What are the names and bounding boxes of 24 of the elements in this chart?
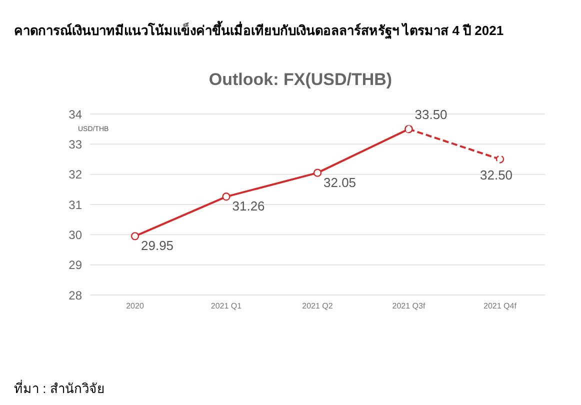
data-label: 29.95 — [141, 238, 174, 254]
y-tick-label: 34 — [68, 107, 82, 122]
data-label: 33.50 — [414, 107, 448, 122]
x-tick-label: 2021 Q1 — [210, 302, 242, 311]
y-tick-label: 31 — [68, 198, 82, 212]
point — [222, 192, 230, 201]
x-tick-label: 2021 Q3f — [392, 302, 426, 311]
chart-title: คาดการณ์เงินบาทมีแนวโน้มแข็งค่าขึ้นเมื่อเทียบกับเงินดอลลาร์สหรัฐฯ ไตรมาส 4 ปี 2021 — [14, 20, 504, 41]
data-label: 32.05 — [324, 174, 356, 190]
text: ที่มา : สำนักวิจัย — [14, 378, 105, 398]
y-tick-label: 29 — [68, 258, 82, 272]
data-label: 32.50 — [480, 167, 513, 182]
y-tick-label: 33 — [68, 137, 82, 152]
point — [313, 168, 322, 177]
x-tick-label: 2021 Q4f — [484, 302, 518, 311]
point — [496, 155, 504, 164]
x-tick-label: 2020 — [126, 302, 144, 311]
data-label: 31.26 — [232, 198, 265, 214]
y-tick-label: 30 — [68, 228, 82, 242]
x-tick-label: 2021 Q2 — [302, 302, 334, 311]
y-tick-label: 32 — [68, 168, 82, 182]
point — [130, 232, 140, 240]
y-tick-label: 28 — [68, 288, 82, 302]
chart-subtitle: Outlook: FX(USD/THB) — [208, 70, 394, 90]
